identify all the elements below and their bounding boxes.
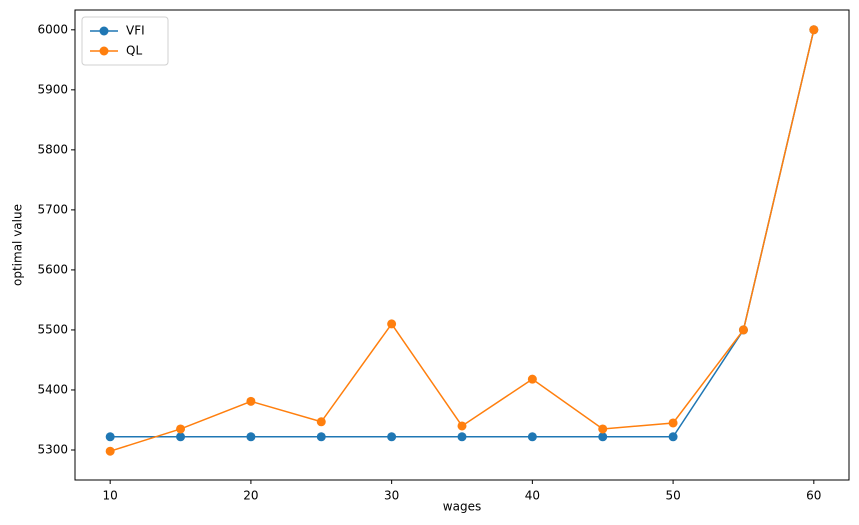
- x-tick-label: 20: [243, 489, 258, 503]
- y-tick-label: 5500: [37, 322, 68, 336]
- y-tick-label: 5400: [37, 382, 68, 396]
- point: [527, 374, 537, 384]
- x-tick-label: 50: [665, 489, 680, 503]
- y-tick-label: 5600: [37, 262, 68, 276]
- point: [457, 432, 467, 442]
- point: [738, 325, 748, 335]
- point: [457, 421, 467, 431]
- x-axis-label: wages: [443, 500, 481, 514]
- y-tick-label: 5900: [37, 82, 68, 96]
- point: [598, 424, 608, 434]
- legend: VFI QL: [81, 16, 169, 66]
- y-tick-label: 6000: [37, 22, 68, 36]
- x-tick-label: 60: [806, 489, 821, 503]
- legend-box: [81, 16, 169, 66]
- y-axis-label: optimal value: [11, 204, 25, 286]
- point: [176, 424, 186, 434]
- y-tick-label: 5800: [37, 142, 68, 156]
- y-tick-label: 5300: [37, 442, 68, 456]
- point: [598, 432, 608, 442]
- point: [668, 432, 678, 442]
- point: [246, 432, 256, 442]
- point: [316, 432, 326, 442]
- x-tick-label: 10: [103, 489, 118, 503]
- point: [527, 432, 537, 442]
- x-tick-label: 30: [384, 489, 399, 503]
- legend-marker: [99, 46, 109, 56]
- point: [387, 432, 397, 442]
- point: [316, 417, 326, 427]
- x-tick-label: 40: [525, 489, 540, 503]
- point: [246, 396, 256, 406]
- legend-marker: [99, 26, 109, 36]
- legend-label: VFI: [126, 24, 145, 38]
- point: [105, 432, 115, 442]
- point: [387, 319, 397, 329]
- series-line: [109, 29, 815, 452]
- point: [809, 25, 819, 35]
- y-tick-label: 5700: [37, 202, 68, 216]
- point: [176, 432, 186, 442]
- point: [105, 446, 115, 456]
- legend-label: QL: [126, 44, 142, 58]
- point: [668, 418, 678, 428]
- plot-frame: [74, 9, 850, 481]
